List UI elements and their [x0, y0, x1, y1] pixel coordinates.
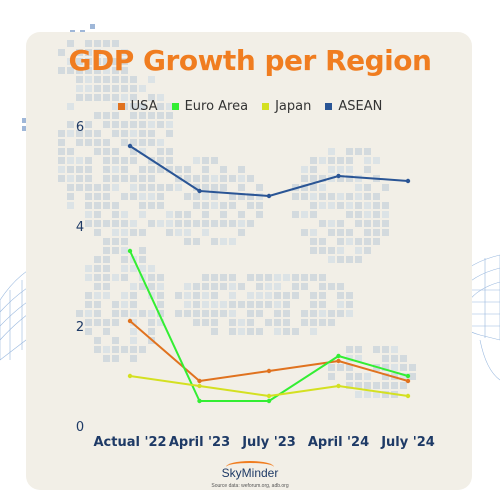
x-tick-label-3: April '24	[308, 435, 369, 450]
x-tick-label-0: Actual '22	[93, 435, 166, 450]
brand-logo: SkyMinder	[221, 466, 279, 480]
series-line-asean	[129, 145, 409, 197]
data-point-euro-area-3	[336, 353, 341, 359]
data-point-usa-1	[197, 378, 202, 384]
data-point-euro-area-0	[127, 248, 133, 254]
legend-label-usa: USA	[130, 99, 158, 114]
data-point-euro-area-4	[405, 373, 411, 379]
data-point-euro-area-2	[266, 398, 272, 404]
x-tick-label-2: July '23	[241, 435, 296, 450]
data-point-usa-3	[336, 358, 341, 364]
data-point-japan-4	[405, 393, 411, 399]
legend-label-euro-area: Euro Area	[184, 99, 249, 114]
legend-item-asean: ASEAN	[325, 99, 382, 114]
series-line-japan	[129, 375, 409, 397]
legend-label-asean: ASEAN	[338, 99, 383, 114]
legend-swatch-euro-area	[171, 103, 179, 110]
y-tick-label-3: 6	[76, 120, 84, 135]
y-tick-label-0: 0	[76, 420, 84, 435]
y-tick-label-1: 2	[76, 320, 84, 335]
series-line-euro-area	[129, 250, 409, 402]
data-point-asean-2	[266, 193, 272, 199]
legend-item-japan: Japan	[262, 99, 311, 114]
x-tick-label-1: April '23	[169, 435, 230, 450]
data-point-japan-1	[197, 383, 202, 389]
data-point-asean-1	[197, 188, 202, 194]
legend-swatch-japan	[262, 103, 270, 110]
data-point-asean-4	[405, 178, 411, 184]
data-point-japan-2	[266, 393, 272, 399]
data-point-euro-area-1	[197, 398, 202, 404]
data-point-japan-0	[127, 373, 133, 379]
legend-swatch-usa	[117, 103, 125, 110]
x-tick-label-4: July '24	[380, 435, 435, 450]
chart-legend: USA Euro Area Japan ASEAN	[0, 99, 500, 114]
data-point-asean-3	[336, 173, 341, 179]
legend-label-japan: Japan	[275, 99, 312, 114]
data-point-japan-3	[336, 383, 341, 389]
legend-swatch-asean	[325, 103, 333, 110]
chart-title: GDP Growth per Region	[68, 44, 432, 77]
data-point-usa-4	[405, 378, 411, 384]
y-tick-label-2: 4	[76, 220, 84, 235]
data-point-usa-0	[127, 318, 133, 324]
source-note: Source data: weforum.org, adb.org	[211, 483, 289, 489]
map-squares	[58, 40, 416, 398]
data-point-asean-0	[127, 143, 133, 149]
legend-item-euro-area: Euro Area	[171, 99, 249, 114]
legend-item-usa: USA	[117, 99, 158, 114]
logo-arc	[226, 461, 274, 473]
data-point-usa-2	[266, 368, 272, 374]
